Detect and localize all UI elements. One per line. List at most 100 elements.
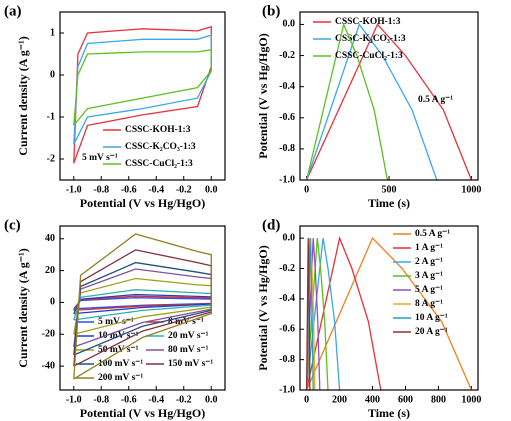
- y-tick-label: 0: [50, 297, 55, 308]
- x-tick-label: -1.0: [66, 184, 82, 195]
- y-tick-label: -0.4: [279, 293, 295, 304]
- x-tick-label: 500: [382, 184, 397, 195]
- plot-frame: [299, 11, 479, 181]
- x-axis-label: Time (s): [368, 196, 410, 210]
- series-line: [305, 237, 341, 391]
- x-tick-label: -0.4: [148, 394, 164, 405]
- y-tick-label: -0.8: [279, 143, 295, 154]
- panel-label: (c): [4, 217, 21, 233]
- legend-label: 10 A g⁻¹: [415, 313, 448, 323]
- y-tick-label: -0.4: [279, 81, 295, 92]
- x-tick-label: -0.6: [121, 184, 137, 195]
- series-line: [73, 289, 212, 321]
- x-tick-label: -0.6: [121, 394, 137, 405]
- plot-frame: [59, 11, 226, 181]
- y-tick-label: 0.0: [283, 232, 296, 243]
- legend-label: CSSC-K₂CO₃-1:3: [335, 34, 406, 44]
- series-line: [73, 295, 212, 312]
- panel-label: (d): [262, 217, 280, 233]
- y-tick-label: 40: [45, 233, 55, 244]
- x-tick-label: -0.2: [176, 394, 192, 405]
- y-tick-label: 0: [50, 69, 55, 80]
- annotation: 0.5 A g⁻¹: [418, 95, 453, 105]
- x-axis-label: Potential (V vs Hg/HgO): [80, 406, 205, 420]
- x-tick-label: 0: [304, 394, 309, 405]
- series-line: [73, 249, 212, 367]
- x-tick-label: -0.8: [93, 394, 109, 405]
- x-tick-label: 0.0: [205, 184, 218, 195]
- series-line: [73, 297, 212, 310]
- x-tick-label: -0.8: [93, 184, 109, 195]
- legend-label: 5 mV s⁻¹: [98, 317, 134, 327]
- x-tick-label: 400: [365, 394, 380, 405]
- legend-label: CSSC-CuCl₂-1:3: [335, 51, 403, 61]
- y-tick-label: -0.2: [279, 263, 295, 274]
- legend-label: 2 A g⁻¹: [415, 257, 443, 267]
- y-tick-label: -0.8: [279, 354, 295, 365]
- legend-label: 0.5 A g⁻¹: [415, 229, 450, 239]
- legend-label: CSSC-KOH-1:3: [125, 125, 191, 135]
- x-tick-label: 800: [431, 394, 446, 405]
- legend-label: 8 A g⁻¹: [415, 299, 443, 309]
- panel-label: (a): [4, 3, 22, 19]
- legend-label: 1 A g⁻¹: [415, 243, 443, 253]
- annotation: 5 mV s⁻¹: [82, 153, 118, 163]
- y-axis-label: Potential (V vs Hg/HgO): [256, 245, 270, 370]
- x-axis-label: Potential (V vs Hg/HgO): [80, 196, 205, 210]
- legend-label: 20 mV s⁻¹: [168, 331, 209, 341]
- y-tick-label: 1: [50, 27, 55, 38]
- y-tick-label: 0.0: [283, 19, 296, 30]
- series-line: [73, 25, 212, 164]
- series-line: [73, 49, 212, 126]
- y-axis-label: Current density (A g⁻¹): [16, 36, 30, 155]
- series-line: [73, 261, 212, 356]
- plot-frame: [299, 225, 479, 391]
- series-line: [305, 238, 311, 391]
- legend-label: 200 mV s⁻¹: [98, 373, 143, 383]
- series-line: [305, 235, 382, 391]
- series-line: [305, 22, 389, 181]
- legend-label: 50 mV s⁻¹: [98, 345, 139, 355]
- legend-label: CSSC-CuCl₂-1:3: [125, 159, 193, 169]
- x-tick-label: 0.0: [205, 394, 218, 405]
- plot-frame: [59, 225, 226, 391]
- y-tick-label: -1.0: [279, 174, 295, 185]
- panel-label: (b): [262, 3, 280, 19]
- x-tick-label: 200: [332, 394, 347, 405]
- series-line: [73, 277, 212, 335]
- series-line: [73, 34, 212, 145]
- y-tick-label: -0.6: [279, 112, 295, 123]
- y-tick-label: -1.0: [279, 384, 295, 395]
- y-tick-label: -2: [47, 153, 55, 164]
- series-line: [305, 23, 438, 181]
- legend-label: CSSC-KOH-1:3: [335, 17, 401, 27]
- x-tick-label: -0.2: [176, 184, 192, 195]
- y-axis-label: Potential (V vs Hg/HgO): [256, 33, 270, 158]
- legend-label: 80 mV s⁻¹: [168, 345, 209, 355]
- y-tick-label: -0.6: [279, 324, 295, 335]
- legend-label: 100 mV s⁻¹: [98, 359, 143, 369]
- x-tick-label: 600: [398, 394, 413, 405]
- series-line: [306, 236, 472, 391]
- x-tick-label: 0: [304, 184, 309, 195]
- y-axis-label: Current density (A g⁻¹): [16, 248, 30, 367]
- series-line: [73, 268, 212, 348]
- legend-label: 3 A g⁻¹: [415, 271, 443, 281]
- series-line: [306, 23, 473, 181]
- legend-label: 5 A g⁻¹: [415, 285, 443, 295]
- legend-label: CSSC-K₂CO₃-1:3: [125, 142, 196, 152]
- legend-label: 20 A g⁻¹: [415, 327, 448, 337]
- y-tick-label: -1: [47, 111, 55, 122]
- series-line: [73, 233, 212, 380]
- x-tick-label: -1.0: [66, 394, 82, 405]
- y-tick-label: -0.2: [279, 50, 295, 61]
- series-line: [73, 293, 212, 315]
- x-tick-label: 1000: [461, 394, 481, 405]
- x-axis-label: Time (s): [368, 406, 410, 420]
- legend-label: 150 mV s⁻¹: [168, 359, 213, 369]
- x-tick-label: 1000: [461, 184, 481, 195]
- y-tick-label: -20: [42, 329, 55, 340]
- y-tick-label: -40: [42, 360, 55, 371]
- x-tick-label: -0.4: [148, 184, 164, 195]
